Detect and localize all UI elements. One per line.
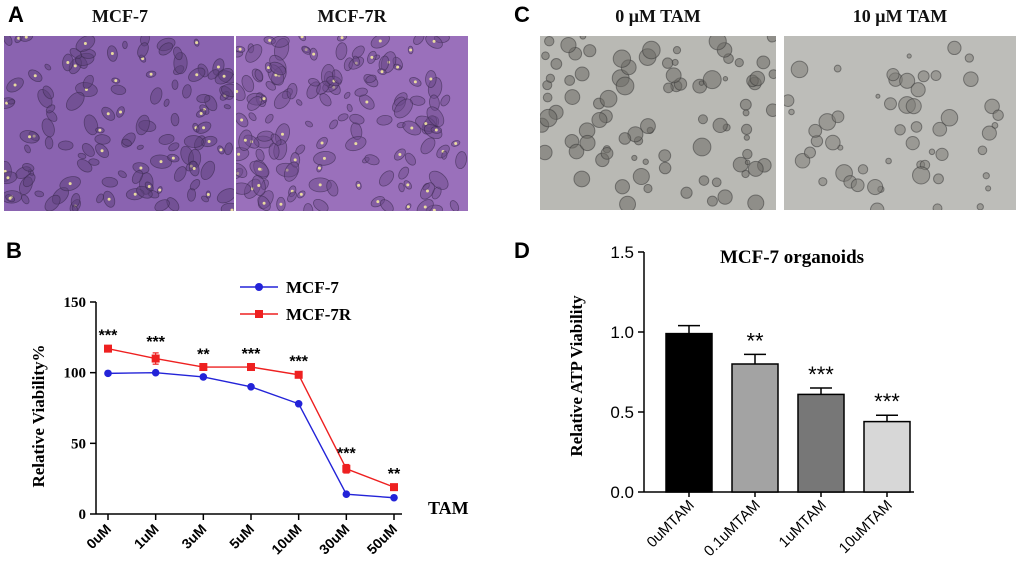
significance-label: ** [197,347,210,364]
chart-d-ylabel: Relative ATP Viability [567,295,586,457]
panel-letter-c: C [514,2,530,27]
data-point-mcf7r [342,464,351,473]
chart-d-ytick: 1.0 [610,323,634,342]
image-title-10um-tam: 10 μM TAM [852,6,948,26]
chart-d-ytick: 1.5 [610,243,634,262]
data-point-mcf7 [247,383,255,391]
data-point-mcf7r [247,363,255,372]
bar [863,420,911,493]
chart-b-xtick: 0uM [83,521,114,552]
legend-label-mcf7r: MCF-7R [286,305,352,324]
bar [665,332,713,493]
chart-b-ytick: 150 [64,295,87,311]
series-line-mcf7 [107,371,395,499]
significance-label: *** [289,354,308,371]
chart-d-title: MCF-7 organoids [720,247,864,268]
data-point-mcf7 [390,493,398,502]
image-title-0um-tam: 0 μM TAM [615,6,701,26]
panel-letter-d: D [514,238,530,263]
significance-label: *** [99,328,118,345]
chart-b-ytick: 0 [79,507,87,523]
legend-label-mcf7: MCF-7 [286,278,339,297]
chart-d-ytick: 0.0 [610,483,634,502]
chart-b-ylabel: Relative Viability% [29,344,48,487]
micrograph-mcf7r [236,36,468,211]
chart-b-xtick: 30uM [316,521,353,558]
legend-marker-mcf7r [255,310,263,318]
image-title-mcf7r: MCF-7R [317,6,387,26]
chart-b-xtick: 1uM [131,521,162,552]
significance-label: ** [746,328,764,353]
image-title-mcf7: MCF-7 [92,6,148,26]
data-point-mcf7 [199,373,208,381]
chart-d-xtick: 0uMTAM [644,497,698,551]
significance-label: ** [388,466,401,483]
chart-b-xtick: 3uM [178,521,209,552]
legend-marker-mcf7 [255,283,263,291]
data-point-mcf7r [199,363,208,372]
chart-b-xlabel: TAM [428,498,469,518]
data-point-mcf7r [390,483,398,492]
panel-letter-a: A [8,2,24,27]
data-point-mcf7r [151,354,160,363]
significance-label: *** [874,389,900,414]
significance-label: *** [146,334,165,351]
chart-b-xtick: 50uM [363,521,400,558]
data-point-mcf7r [104,344,112,353]
micrograph-mcf7 [4,36,234,211]
chart-b-ytick: 100 [64,366,87,382]
data-point-mcf7 [151,368,160,377]
significance-label: *** [808,362,834,387]
chart-b-xtick: 10uM [268,521,305,558]
chart-d-ytick: 0.5 [610,403,634,422]
panel-letter-b: B [6,238,22,263]
data-point-mcf7 [104,369,112,378]
data-point-mcf7 [294,399,303,408]
data-point-mcf7r [294,370,303,379]
chart-b-legend: MCF-7 MCF-7R [240,278,352,324]
micrograph-10um-tam [784,36,1016,210]
significance-label: *** [242,346,261,363]
micrograph-0um-tam [540,36,776,210]
bar [797,393,845,493]
chart-b-xtick: 5uM [226,521,257,552]
chart-d-xtick: 10uMTAM [836,497,896,557]
chart-d-xtick: 1uMTAM [776,497,830,551]
chart-b-ytick: 50 [71,436,86,452]
significance-label: *** [337,446,356,463]
chart-d-xtick: 0.1uMTAM [701,497,764,560]
data-point-mcf7 [342,490,351,499]
bar [731,363,779,493]
